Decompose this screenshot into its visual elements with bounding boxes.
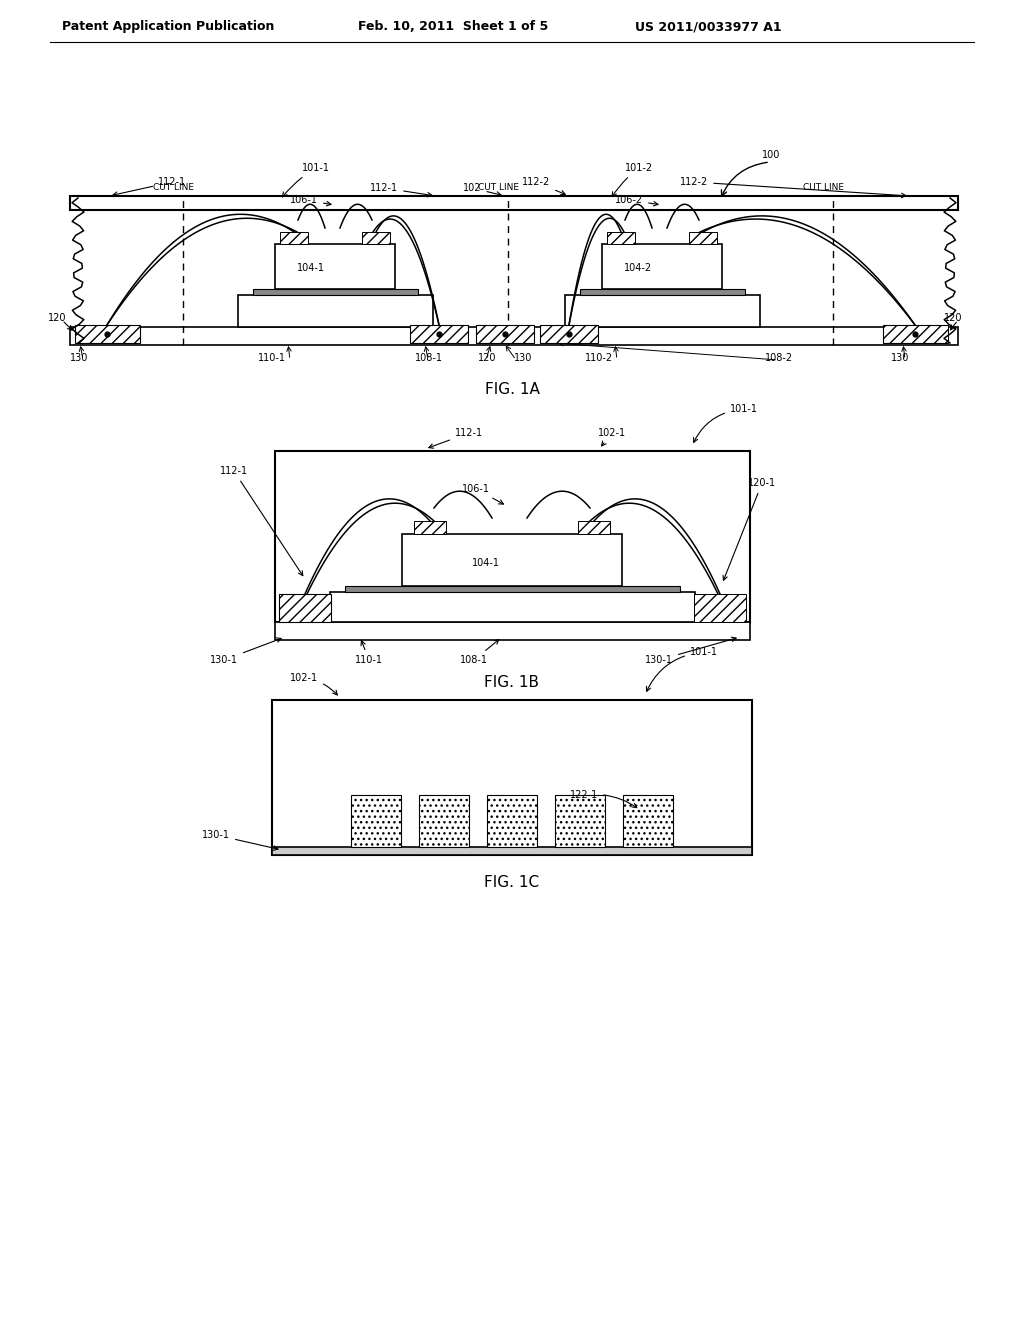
Bar: [602, 244, 722, 289]
Bar: [580, 289, 745, 294]
Bar: [540, 325, 598, 343]
Text: 122-1: 122-1: [570, 789, 637, 808]
Bar: [345, 586, 680, 591]
Text: 100: 100: [762, 150, 780, 160]
Text: CUT LINE: CUT LINE: [153, 183, 194, 191]
Bar: [272, 700, 752, 855]
Bar: [253, 289, 418, 294]
Bar: [689, 232, 717, 244]
Text: 106-1: 106-1: [290, 195, 331, 206]
Bar: [694, 594, 746, 622]
Bar: [414, 521, 446, 535]
Bar: [402, 535, 622, 586]
Bar: [487, 795, 537, 847]
Text: 130: 130: [891, 352, 909, 363]
Text: 108-2: 108-2: [765, 352, 794, 363]
Text: 130: 130: [70, 352, 88, 363]
Text: 112-1: 112-1: [113, 177, 186, 197]
Text: 110-1: 110-1: [355, 640, 383, 665]
Text: 102: 102: [463, 183, 501, 197]
Text: 104-1: 104-1: [297, 263, 325, 273]
Bar: [362, 232, 390, 244]
Bar: [70, 195, 958, 210]
Bar: [555, 795, 605, 847]
Text: 112-1: 112-1: [429, 428, 483, 449]
Text: US 2011/0033977 A1: US 2011/0033977 A1: [635, 20, 781, 33]
Text: 112-2: 112-2: [680, 177, 906, 198]
Bar: [607, 232, 635, 244]
Bar: [578, 521, 610, 535]
Text: 112-2: 112-2: [522, 177, 565, 195]
Bar: [410, 325, 468, 343]
Bar: [419, 795, 469, 847]
Text: 104-2: 104-2: [624, 263, 652, 273]
Bar: [279, 594, 331, 622]
Bar: [238, 294, 433, 327]
Text: 120: 120: [478, 352, 497, 363]
Text: CUT LINE: CUT LINE: [803, 183, 844, 191]
Text: 110-1: 110-1: [258, 352, 286, 363]
Text: 130-1: 130-1: [210, 638, 282, 665]
Text: 130: 130: [514, 352, 532, 363]
Bar: [272, 847, 752, 855]
Bar: [565, 294, 760, 327]
Text: 106-2: 106-2: [615, 195, 658, 206]
Bar: [351, 795, 401, 847]
Text: 112-1: 112-1: [370, 183, 432, 197]
Text: FIG. 1C: FIG. 1C: [484, 875, 540, 890]
Bar: [275, 244, 395, 289]
Text: CUT LINE: CUT LINE: [478, 183, 519, 191]
Bar: [330, 591, 695, 622]
Text: FIG. 1B: FIG. 1B: [484, 675, 540, 690]
Bar: [476, 325, 534, 343]
Text: FIG. 1A: FIG. 1A: [484, 381, 540, 397]
Text: 120-1: 120-1: [723, 478, 776, 581]
Bar: [623, 795, 673, 847]
Text: 108-1: 108-1: [460, 640, 499, 665]
Text: 130-1: 130-1: [202, 830, 279, 850]
Text: 120: 120: [48, 313, 67, 323]
Text: 101-2: 101-2: [612, 162, 653, 197]
Text: 106-1: 106-1: [462, 484, 504, 504]
Text: 101-1: 101-1: [646, 647, 718, 692]
Text: Patent Application Publication: Patent Application Publication: [62, 20, 274, 33]
Text: 110-2: 110-2: [585, 352, 613, 363]
Bar: [280, 232, 308, 244]
Text: 101-1: 101-1: [693, 404, 758, 442]
Text: 102-1: 102-1: [290, 673, 337, 694]
Text: 101-1: 101-1: [283, 162, 330, 197]
Text: 130-1: 130-1: [645, 638, 736, 665]
Bar: [70, 327, 958, 345]
Text: 104-1: 104-1: [472, 558, 500, 568]
Bar: [275, 451, 750, 622]
Text: 112-1: 112-1: [220, 466, 303, 576]
Text: 108-1: 108-1: [415, 352, 443, 363]
Bar: [275, 622, 750, 640]
Text: 120: 120: [944, 313, 963, 323]
Bar: [75, 325, 140, 343]
Text: 102-1: 102-1: [598, 428, 626, 446]
Text: Feb. 10, 2011  Sheet 1 of 5: Feb. 10, 2011 Sheet 1 of 5: [358, 20, 548, 33]
Bar: [883, 325, 948, 343]
